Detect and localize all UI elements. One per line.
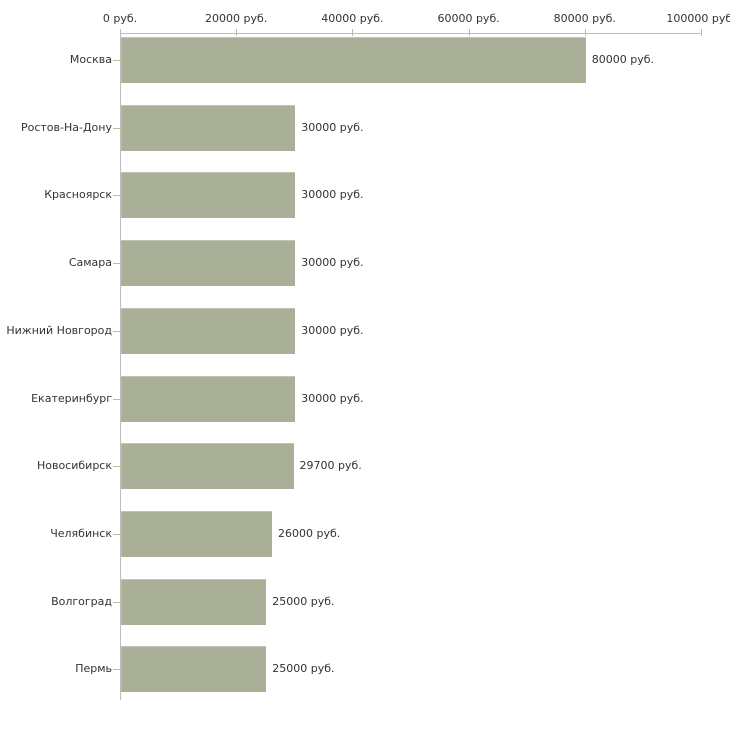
x-axis-tick-label: 40000 руб. xyxy=(321,12,384,25)
category-tick xyxy=(113,399,120,400)
category-label: Пермь xyxy=(75,662,112,676)
category-tick xyxy=(113,669,120,670)
x-axis-tick-label: 80000 руб. xyxy=(553,12,616,25)
category-label: Волгоград xyxy=(51,594,112,608)
category-tick xyxy=(113,331,120,332)
x-axis-tick-label: 0 руб. xyxy=(102,12,138,25)
category-tick xyxy=(113,466,120,467)
bar-value-label: 30000 руб. xyxy=(301,256,364,270)
category-label: Самара xyxy=(68,256,112,270)
category-label: Красноярск xyxy=(44,188,112,202)
x-axis-tick xyxy=(236,29,238,36)
bar xyxy=(121,240,296,287)
bar xyxy=(121,307,296,354)
bar xyxy=(121,578,267,625)
category-label: Нижний Новгород xyxy=(6,323,112,337)
x-axis-line xyxy=(120,33,701,34)
category-label: Ростов-На-Дону xyxy=(20,120,112,134)
bar-value-label: 25000 руб. xyxy=(272,662,335,676)
category-tick xyxy=(113,60,120,61)
x-axis-tick-label: 100000 руб. xyxy=(666,12,730,25)
bar-value-label: 30000 руб. xyxy=(301,323,364,337)
bar-value-label: 30000 руб. xyxy=(301,120,364,134)
bar-value-label: 29700 руб. xyxy=(299,459,362,473)
x-axis-tick xyxy=(701,29,702,36)
category-tick xyxy=(113,195,120,196)
bar-value-label: 30000 руб. xyxy=(301,188,364,202)
category-label: Екатеринбург xyxy=(31,391,112,405)
x-axis-tick xyxy=(468,29,470,36)
bar-value-label: 26000 руб. xyxy=(278,526,341,540)
x-axis-tick-label: 60000 руб. xyxy=(437,12,500,25)
category-tick xyxy=(113,263,120,264)
x-axis-tick xyxy=(352,29,354,36)
bar xyxy=(121,104,296,151)
x-axis-tick-label: 20000 руб. xyxy=(205,12,268,25)
category-tick xyxy=(113,534,120,535)
bar xyxy=(121,375,296,422)
bar xyxy=(121,510,273,557)
y-axis-line xyxy=(120,29,121,700)
bar xyxy=(121,37,586,83)
bar xyxy=(121,172,296,219)
bar-value-label: 80000 руб. xyxy=(591,53,655,66)
bar xyxy=(121,646,267,693)
bar xyxy=(121,443,294,490)
category-label: Челябинск xyxy=(50,526,112,540)
bar-value-label: 30000 руб. xyxy=(301,391,364,405)
category-label: Москва xyxy=(69,53,112,66)
category-tick xyxy=(113,602,120,603)
bar-value-label: 25000 руб. xyxy=(272,594,335,608)
category-label: Новосибирск xyxy=(36,459,112,473)
category-tick xyxy=(113,128,120,129)
x-axis-tick xyxy=(584,29,586,36)
